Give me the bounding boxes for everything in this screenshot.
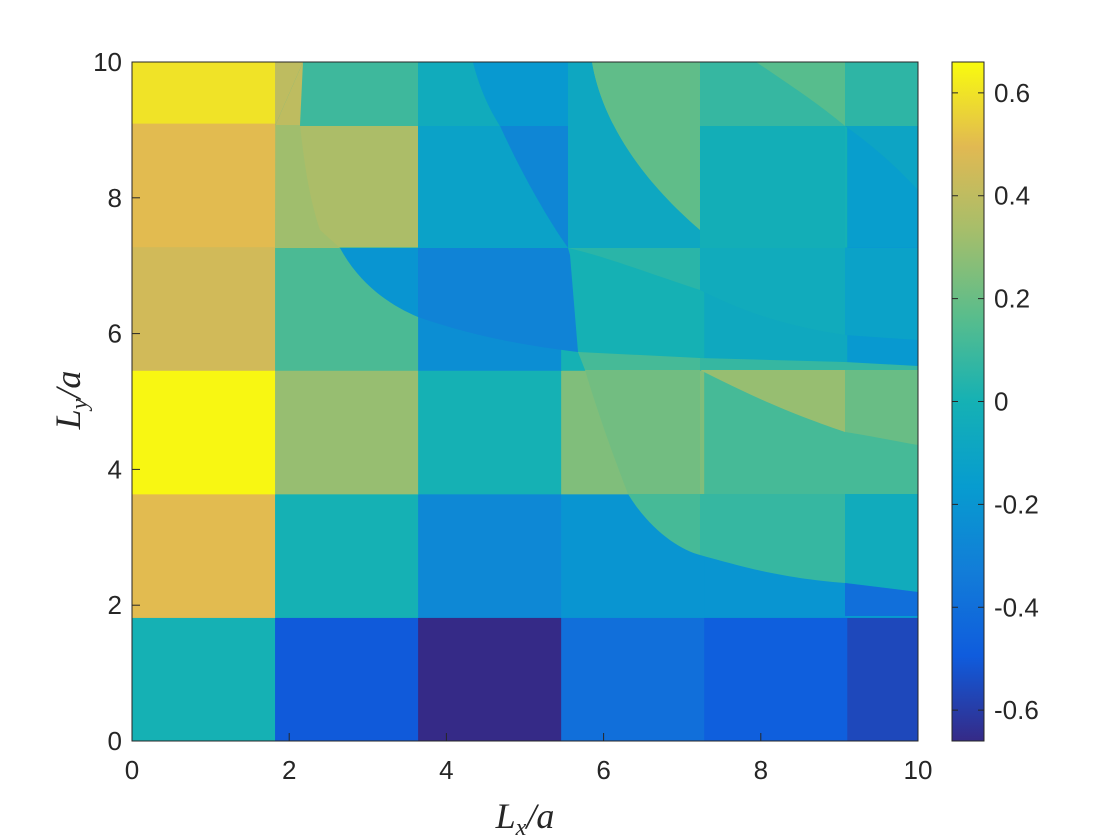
colorbar-tick-label: -0.2	[994, 489, 1039, 519]
heatmap-region	[845, 583, 918, 616]
heatmap-region	[473, 62, 568, 126]
heatmap-cell	[275, 617, 419, 741]
x-axis-label: Lx/a	[495, 796, 555, 840]
heatmap-region	[700, 370, 845, 432]
y-axis-label: Ly/a	[48, 371, 93, 431]
colorbar-tick-label: 0.4	[994, 181, 1030, 211]
heatmap-cell	[132, 493, 276, 618]
heatmap-region	[700, 248, 845, 335]
heatmap-region	[845, 248, 918, 340]
heatmap-region	[340, 248, 418, 317]
heatmap-region	[845, 370, 918, 445]
colorbar-tick-label: 0	[994, 387, 1008, 417]
heatmap-region	[628, 494, 700, 555]
x-tick-label: 0	[125, 755, 139, 785]
heatmap-cell	[418, 617, 562, 741]
y-axis: 0 2 4 6 8 10	[93, 47, 140, 756]
heatmap-cell	[132, 62, 276, 124]
colorbar-tick-label: 0.6	[994, 78, 1030, 108]
heatmap-region	[845, 494, 918, 592]
heatmap-cell	[132, 123, 276, 248]
y-tick-label: 4	[108, 454, 122, 484]
x-tick-label: 10	[904, 755, 933, 785]
heatmap-region	[585, 370, 700, 494]
heatmap-region	[568, 248, 700, 290]
x-axis: 0 2 4 6 8 10	[125, 733, 933, 785]
heatmap-region	[418, 248, 578, 352]
x-tick-label: 6	[596, 755, 610, 785]
heatmap-region	[756, 62, 845, 126]
heatmap-cell	[275, 493, 419, 618]
heatmap-region	[700, 126, 845, 248]
heatmap-cell	[561, 617, 705, 741]
heatmap-region	[500, 126, 568, 248]
heatmap-region	[700, 494, 845, 583]
heatmap-region	[700, 62, 845, 126]
heatmap-cell	[704, 617, 848, 741]
x-tick-label: 2	[282, 755, 296, 785]
heatmap-region	[418, 62, 500, 126]
heatmap-cell	[132, 617, 276, 741]
heatmap-region	[845, 126, 918, 190]
x-tick-label: 8	[754, 755, 768, 785]
heatmap-region	[578, 352, 700, 370]
y-tick-label: 8	[108, 183, 122, 213]
heatmap-cell	[275, 370, 419, 495]
plot-frame	[131, 61, 919, 742]
heatmap-region	[568, 62, 700, 248]
heatmap-cell	[132, 370, 276, 495]
heatmap-cell	[132, 246, 276, 371]
y-tick-label: 6	[108, 319, 122, 349]
heatmap-region	[700, 358, 918, 370]
heatmap-region	[418, 126, 568, 248]
heatmap-region	[845, 62, 918, 126]
heatmap-cell	[847, 617, 918, 741]
heatmap-region	[275, 62, 303, 126]
y-tick-label: 2	[108, 590, 122, 620]
colorbar-tick-label: -0.4	[994, 592, 1039, 622]
heatmap-region	[275, 125, 340, 248]
y-tick-label: 10	[93, 47, 122, 77]
heatmap-cell	[418, 493, 562, 618]
heatmap-region	[592, 62, 700, 230]
heatmap-cell	[418, 370, 562, 495]
heatmap-region	[275, 62, 418, 126]
colorbar-ticks: -0.6 -0.4 -0.2 0 0.2 0.4 0.6	[952, 78, 1039, 725]
y-tick-label: 0	[108, 726, 122, 756]
heatmap-regions	[275, 62, 918, 616]
colorbar-tick-label: -0.6	[994, 695, 1039, 725]
x-tick-label: 4	[439, 755, 453, 785]
colorbar-tick-label: 0.2	[994, 284, 1030, 314]
